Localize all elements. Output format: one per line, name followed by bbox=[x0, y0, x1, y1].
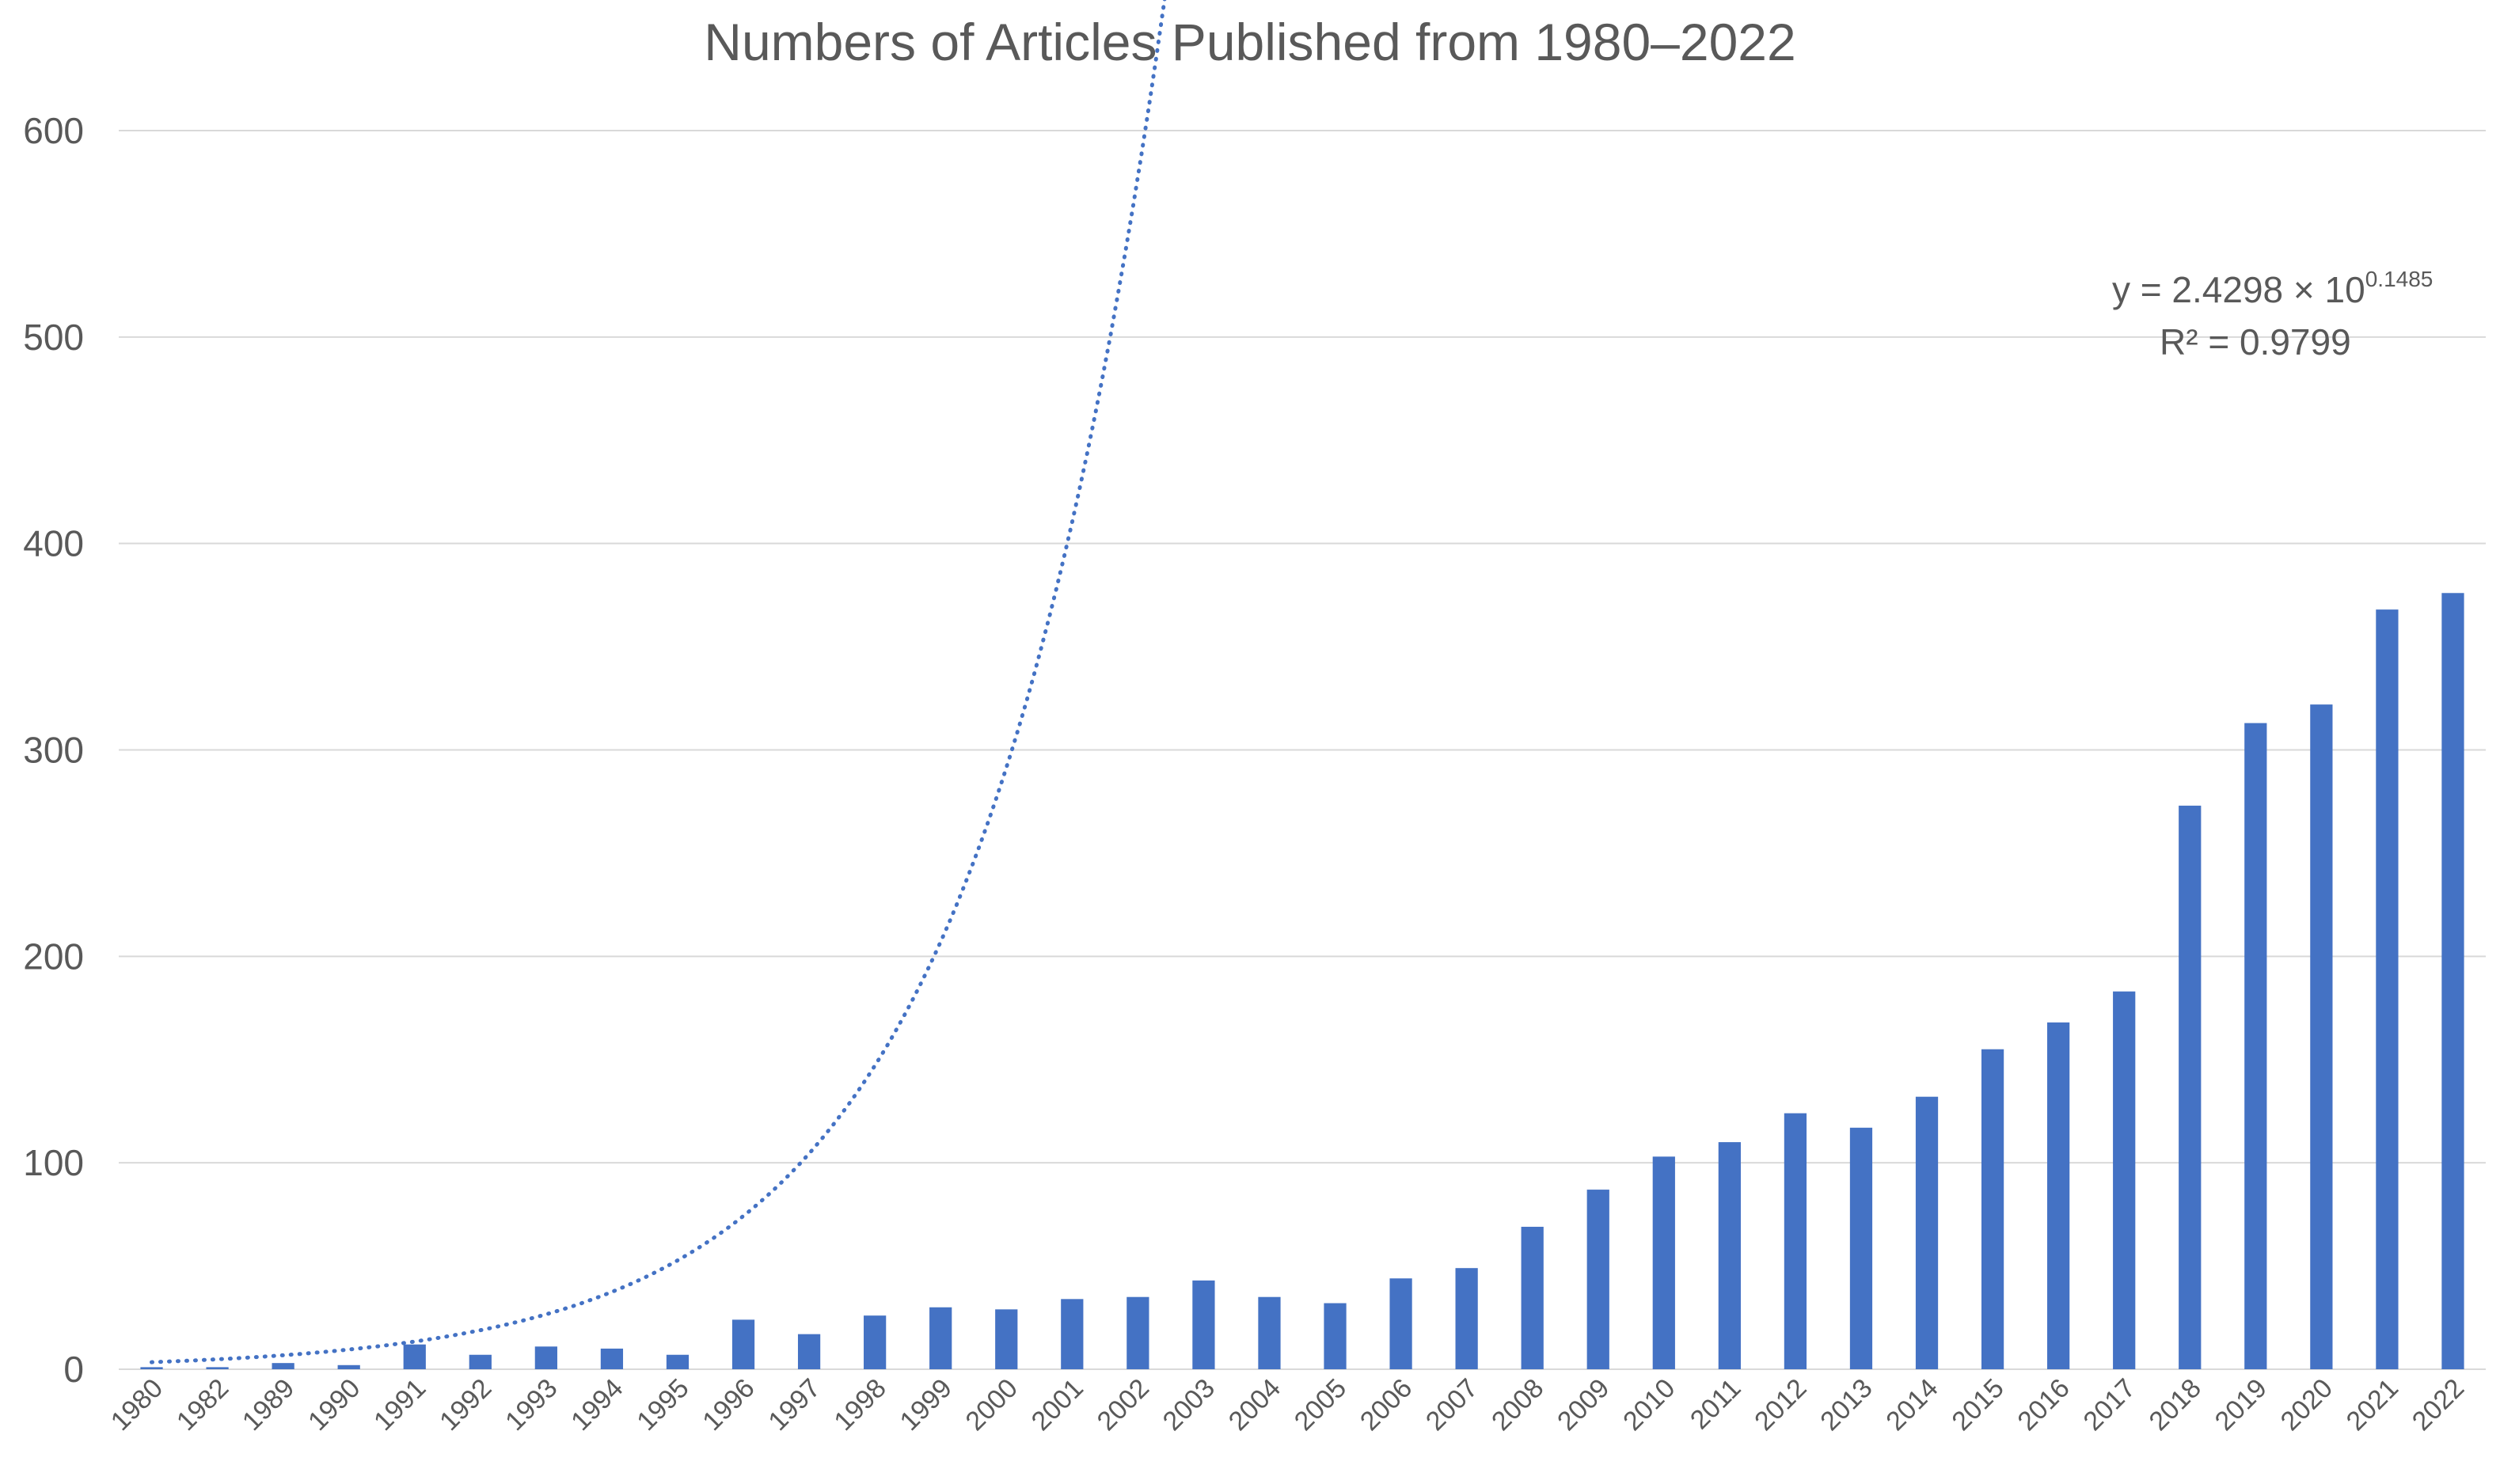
x-tick-label: 2018 bbox=[2144, 1373, 2207, 1437]
x-tick-label: 1991 bbox=[368, 1373, 431, 1437]
x-tick-label: 1994 bbox=[565, 1373, 629, 1437]
x-tick-label: 2006 bbox=[1354, 1373, 1418, 1437]
x-tick-label: 1998 bbox=[828, 1373, 891, 1437]
chart-title: Numbers of Articles Published from 1980–… bbox=[704, 13, 1795, 71]
x-tick-label: 2017 bbox=[2077, 1373, 2141, 1437]
bar bbox=[1061, 1299, 1083, 1369]
y-tick-label: 200 bbox=[23, 936, 84, 977]
x-axis-ticks: 1980 1982 1989 1990 1991 1992 1993 1994 1995 1996… bbox=[105, 1373, 2470, 1437]
bar bbox=[272, 1363, 294, 1369]
x-tick-label: 1990 bbox=[302, 1373, 366, 1437]
bar bbox=[2310, 704, 2332, 1369]
y-tick-label: 100 bbox=[23, 1142, 84, 1183]
x-tick-label: 1992 bbox=[434, 1373, 497, 1437]
y-tick-label: 300 bbox=[23, 730, 84, 771]
y-tick-label: 400 bbox=[23, 523, 84, 564]
bar bbox=[732, 1319, 754, 1369]
bar bbox=[667, 1355, 689, 1369]
x-tick-label: 2019 bbox=[2209, 1373, 2273, 1437]
trendline-equation-exponent: 0.1485 bbox=[2365, 267, 2434, 291]
bar bbox=[1784, 1114, 1807, 1369]
y-tick-label: 0 bbox=[63, 1349, 84, 1390]
bar bbox=[140, 1367, 162, 1369]
bar bbox=[929, 1308, 952, 1369]
y-tick-label: 500 bbox=[23, 317, 84, 358]
bar bbox=[1916, 1097, 1938, 1369]
x-tick-label: 2002 bbox=[1092, 1373, 1155, 1437]
bar bbox=[601, 1349, 623, 1369]
bar bbox=[1587, 1190, 1609, 1369]
trendline-label: y = 2.4298 × 100.1485 R² = 0.9799 bbox=[2112, 267, 2433, 362]
bar bbox=[469, 1355, 492, 1369]
x-tick-label: 2008 bbox=[1486, 1373, 1549, 1437]
bar bbox=[404, 1345, 426, 1369]
bar bbox=[338, 1365, 360, 1369]
bar bbox=[1981, 1049, 2004, 1369]
x-tick-label: 1980 bbox=[105, 1373, 169, 1437]
trendline-equation-main: y = 2.4298 × 10 bbox=[2112, 269, 2365, 310]
bar bbox=[2376, 609, 2398, 1369]
x-tick-label: 2022 bbox=[2407, 1373, 2470, 1437]
bar bbox=[1850, 1128, 1872, 1369]
x-tick-label: 2021 bbox=[2341, 1373, 2404, 1437]
trendline-equation: y = 2.4298 × 100.1485 bbox=[2112, 267, 2433, 310]
bar bbox=[1522, 1227, 1544, 1369]
x-tick-label: 2013 bbox=[1814, 1373, 1878, 1437]
trendline-layer bbox=[152, 0, 2453, 1362]
bar bbox=[206, 1367, 228, 1369]
x-tick-label: 1993 bbox=[500, 1373, 563, 1437]
bar bbox=[798, 1334, 820, 1369]
x-tick-label: 2016 bbox=[2012, 1373, 2075, 1437]
x-tick-label: 2004 bbox=[1223, 1373, 1286, 1437]
bar bbox=[535, 1346, 557, 1369]
x-tick-label: 1989 bbox=[237, 1373, 300, 1437]
x-tick-label: 1982 bbox=[171, 1373, 234, 1437]
x-tick-label: 2003 bbox=[1157, 1373, 1221, 1437]
bar bbox=[2441, 593, 2464, 1369]
bar bbox=[2244, 723, 2266, 1369]
bar bbox=[1719, 1142, 1741, 1369]
bar bbox=[1258, 1297, 1280, 1369]
bar bbox=[1456, 1268, 1478, 1369]
bar bbox=[2179, 806, 2201, 1369]
x-tick-label: 2012 bbox=[1749, 1373, 1812, 1437]
x-tick-label: 1996 bbox=[697, 1373, 760, 1437]
x-tick-label: 2007 bbox=[1420, 1373, 1484, 1437]
x-tick-label: 2000 bbox=[960, 1373, 1024, 1437]
x-tick-label: 2015 bbox=[1946, 1373, 2009, 1437]
bar bbox=[995, 1309, 1017, 1369]
x-tick-label: 2020 bbox=[2275, 1373, 2339, 1437]
x-tick-label: 2010 bbox=[1617, 1373, 1681, 1437]
bar bbox=[1389, 1278, 1411, 1369]
x-tick-label: 1997 bbox=[762, 1373, 826, 1437]
bar bbox=[1192, 1281, 1214, 1369]
bar bbox=[1653, 1156, 1675, 1369]
x-tick-label: 2005 bbox=[1289, 1373, 1352, 1437]
bar-layer bbox=[140, 593, 2464, 1369]
y-tick-label: 600 bbox=[23, 110, 84, 151]
x-tick-label: 2014 bbox=[1880, 1373, 1943, 1437]
bar bbox=[864, 1315, 886, 1369]
trendline-r-squared: R² = 0.9799 bbox=[2160, 321, 2351, 362]
x-tick-label: 2001 bbox=[1026, 1373, 1089, 1437]
trendline bbox=[152, 0, 2453, 1362]
bar bbox=[1324, 1304, 1346, 1369]
bar bbox=[2047, 1023, 2069, 1369]
x-tick-label: 1999 bbox=[894, 1373, 957, 1437]
bar bbox=[1127, 1297, 1149, 1369]
x-tick-label: 1995 bbox=[631, 1373, 694, 1437]
x-tick-label: 2009 bbox=[1552, 1373, 1615, 1437]
x-tick-label: 2011 bbox=[1685, 1373, 1747, 1436]
bar bbox=[2113, 992, 2135, 1369]
y-axis-ticks: 0 100 200 300 400 500 600 bbox=[23, 110, 84, 1390]
